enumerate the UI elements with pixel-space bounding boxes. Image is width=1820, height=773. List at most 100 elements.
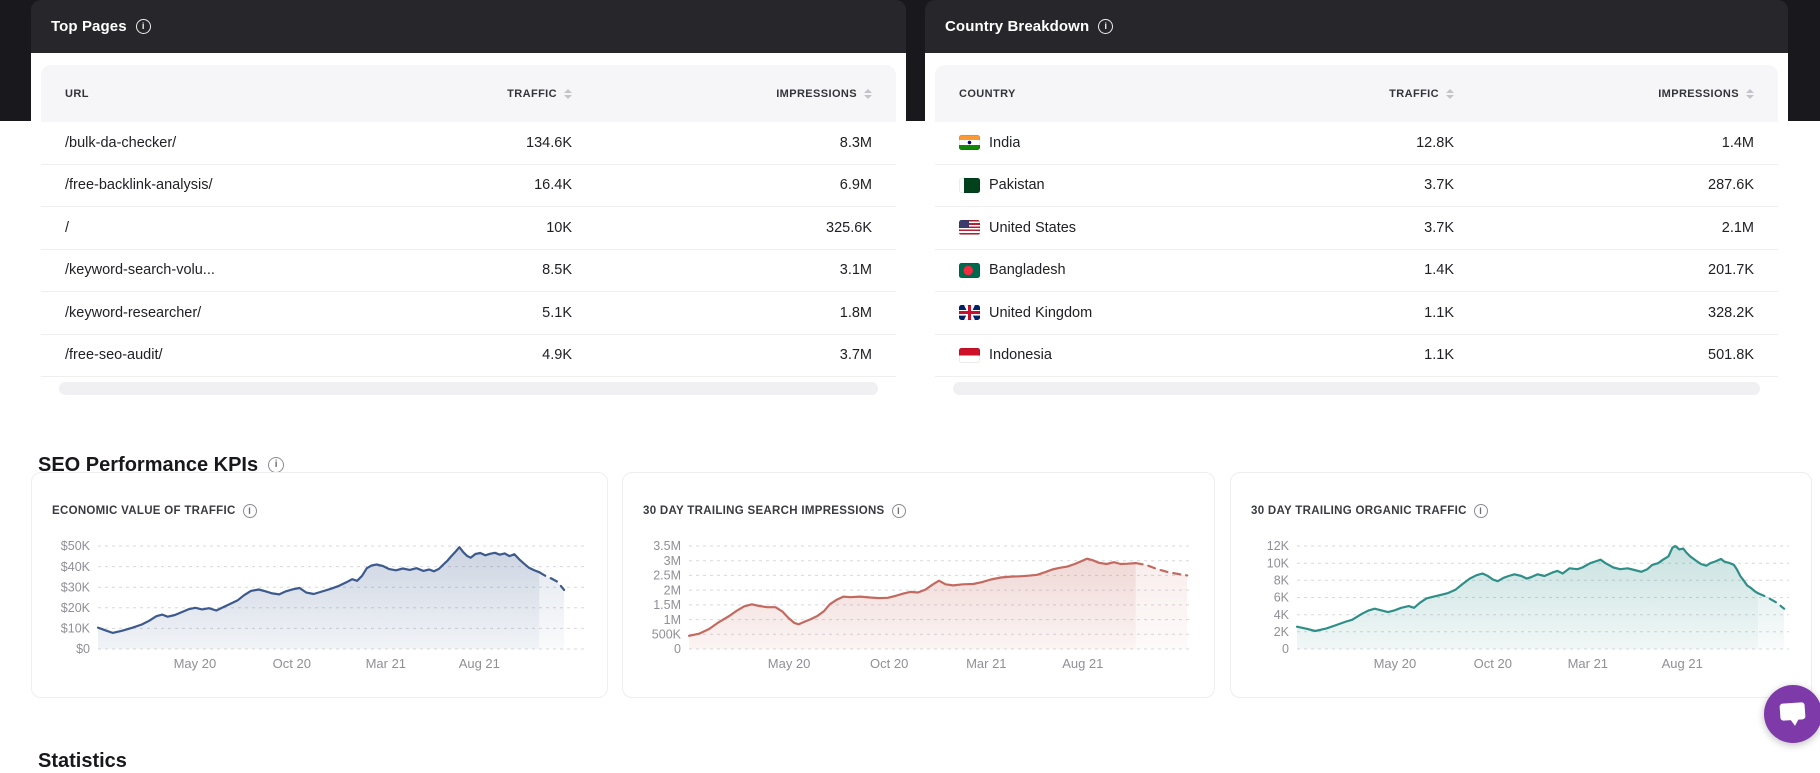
- table-row: /free-backlink-analysis/16.4K 6.9M: [41, 165, 896, 207]
- svg-text:$20K: $20K: [61, 601, 91, 615]
- info-icon[interactable]: i: [242, 504, 257, 518]
- chat-bubble-icon: [1779, 702, 1806, 721]
- traffic-value: 5.1K: [542, 304, 572, 321]
- impressions-value: 3.1M: [839, 262, 872, 279]
- chart-title-text: ECONOMIC VALUE OF TRAFFIC: [52, 505, 236, 517]
- svg-text:Mar 21: Mar 21: [366, 656, 406, 671]
- info-icon[interactable]: i: [891, 504, 906, 518]
- country-table-header: COUNTRY TRAFFIC IMPRESSIONS: [935, 65, 1778, 122]
- svg-text:May 20: May 20: [1374, 656, 1417, 671]
- impressions-value: 201.7K: [1708, 262, 1754, 279]
- indonesia-flag-icon: [959, 347, 980, 363]
- info-icon[interactable]: i: [135, 19, 151, 34]
- table-row: / 10K 325.6K: [41, 207, 896, 250]
- impressions-value: 287.6K: [1708, 177, 1754, 194]
- sort-icon[interactable]: [564, 88, 572, 99]
- table-row: /bulk-da-checker/134.6K 8.3M: [41, 122, 896, 165]
- svg-text:Mar 21: Mar 21: [1568, 656, 1608, 671]
- svg-text:0: 0: [674, 642, 681, 656]
- svg-text:Oct 20: Oct 20: [870, 656, 908, 671]
- country-name: United States: [989, 219, 1077, 236]
- country-rows: India 12.8K 1.4M Pakistan 3.7K 287.6K United S…: [935, 122, 1778, 377]
- impressions-value: 1.4M: [1721, 134, 1754, 151]
- country-breakdown-title: Country Breakdown: [945, 18, 1090, 35]
- svg-text:4K: 4K: [1274, 608, 1290, 622]
- info-icon[interactable]: i: [268, 457, 285, 474]
- svg-text:$30K: $30K: [61, 580, 91, 594]
- page-url: /: [65, 219, 70, 236]
- svg-text:2K: 2K: [1274, 625, 1290, 639]
- page-url: /keyword-researcher/: [65, 304, 202, 321]
- column-header-traffic[interactable]: TRAFFIC: [402, 88, 572, 100]
- column-label: TRAFFIC: [507, 87, 557, 100]
- svg-text:$10K: $10K: [61, 622, 91, 636]
- top-pages-title: Top Pages: [51, 18, 127, 35]
- info-icon[interactable]: i: [1098, 19, 1114, 34]
- svg-text:May 20: May 20: [768, 656, 811, 671]
- country-name: Pakistan: [989, 177, 1045, 194]
- svg-text:6K: 6K: [1274, 591, 1290, 605]
- column-header-url[interactable]: URL: [65, 88, 402, 100]
- chart-title-text: 30 DAY TRAILING SEARCH IMPRESSIONS: [643, 505, 885, 517]
- svg-text:$50K: $50K: [61, 539, 91, 553]
- table-row: Bangladesh 1.4K 201.7K: [935, 250, 1778, 292]
- column-header-impressions[interactable]: IMPRESSIONS: [572, 88, 872, 100]
- table-row: /free-seo-audit/4.9K 3.7M: [41, 335, 896, 377]
- page-url: /keyword-search-volu...: [65, 262, 215, 279]
- card-stack-shadow: [59, 382, 878, 395]
- impressions-value: 325.6K: [826, 219, 872, 236]
- column-label: URL: [65, 87, 89, 100]
- traffic-value: 3.7K: [1424, 219, 1454, 236]
- svg-text:Aug 21: Aug 21: [1662, 656, 1703, 671]
- svg-text:500K: 500K: [652, 628, 682, 642]
- top-pages-table-header: URL TRAFFIC IMPRESSIONS: [41, 65, 896, 122]
- sort-icon[interactable]: [1446, 88, 1454, 99]
- column-header-country[interactable]: COUNTRY: [959, 88, 1284, 100]
- country-cell: India: [959, 135, 1284, 151]
- traffic-value: 16.4K: [534, 177, 572, 194]
- svg-text:Oct 20: Oct 20: [1474, 656, 1512, 671]
- info-icon[interactable]: i: [1473, 504, 1488, 518]
- svg-text:1.5M: 1.5M: [653, 598, 681, 612]
- traffic-value: 4.9K: [542, 347, 572, 364]
- country-name: India: [989, 134, 1021, 151]
- page-url: /free-seo-audit/: [65, 347, 163, 364]
- search-impressions-chart: 3.5M 3M 2.5M 2M 1.5M 1M 500K 0 May 20 Oct 20 Mar 2…: [643, 522, 1214, 672]
- column-label: TRAFFIC: [1389, 87, 1439, 100]
- top-pages-header: Top Pages i: [31, 0, 906, 53]
- table-row: Indonesia 1.1K 501.8K: [935, 335, 1778, 377]
- column-label: IMPRESSIONS: [776, 87, 857, 100]
- column-header-traffic[interactable]: TRAFFIC: [1284, 88, 1454, 100]
- chat-widget-button[interactable]: [1764, 685, 1820, 743]
- sort-icon[interactable]: [864, 88, 872, 99]
- sort-icon[interactable]: [1746, 88, 1754, 99]
- chart-title: ECONOMIC VALUE OF TRAFFIC i: [52, 504, 607, 518]
- svg-text:$0: $0: [76, 642, 90, 656]
- country-cell: United Kingdom: [959, 305, 1284, 321]
- card-stack-shadow: [953, 382, 1760, 395]
- column-header-impressions[interactable]: IMPRESSIONS: [1454, 88, 1754, 100]
- impressions-value: 6.9M: [839, 177, 872, 194]
- country-breakdown-card: Country Breakdown i COUNTRY TRAFFIC IMPR…: [925, 0, 1788, 395]
- svg-text:Mar 21: Mar 21: [966, 656, 1006, 671]
- traffic-value: 1.1K: [1424, 347, 1454, 364]
- svg-text:Aug 21: Aug 21: [1062, 656, 1103, 671]
- table-row: India 12.8K 1.4M: [935, 122, 1778, 165]
- top-pages-card: Top Pages i URL TRAFFIC IMPRESSIONS /bul…: [31, 0, 906, 395]
- country-cell: Pakistan: [959, 177, 1284, 193]
- svg-text:3M: 3M: [664, 554, 681, 568]
- traffic-value: 1.1K: [1424, 304, 1454, 321]
- svg-text:1M: 1M: [664, 613, 681, 627]
- table-row: United States 3.7K 2.1M: [935, 207, 1778, 250]
- statistics-section-title: Statistics: [38, 749, 127, 772]
- country-breakdown-table: COUNTRY TRAFFIC IMPRESSIONS India 12.8K 1.…: [925, 53, 1788, 395]
- country-cell: Bangladesh: [959, 262, 1284, 278]
- pakistan-flag-icon: [959, 177, 980, 193]
- country-breakdown-header: Country Breakdown i: [925, 0, 1788, 53]
- country-cell: United States: [959, 220, 1284, 236]
- traffic-value: 8.5K: [542, 262, 572, 279]
- svg-text:Aug 21: Aug 21: [459, 656, 500, 671]
- traffic-value: 3.7K: [1424, 177, 1454, 194]
- table-row: /keyword-researcher/5.1K 1.8M: [41, 292, 896, 335]
- column-label: IMPRESSIONS: [1658, 87, 1739, 100]
